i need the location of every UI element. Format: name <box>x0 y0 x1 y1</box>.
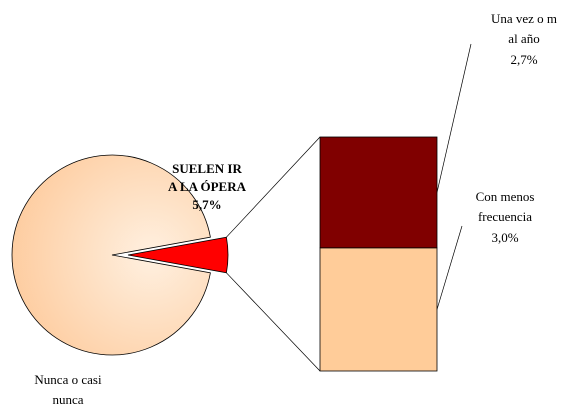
value-label: 5,7% <box>192 197 221 212</box>
category-label: A LA ÓPERA <box>168 179 247 194</box>
pie-slice <box>11 154 211 356</box>
category-label: Nunca o casi <box>34 372 102 387</box>
pie-slice <box>127 236 229 274</box>
category-label: frecuencia <box>478 209 532 224</box>
category-label: nunca <box>52 392 83 407</box>
category-label: SUELEN IR <box>172 161 242 176</box>
value-label: 2,7% <box>510 52 537 67</box>
bar-segment <box>319 247 438 372</box>
leader-line <box>436 225 463 310</box>
category-label: Con menos <box>476 189 535 204</box>
connector <box>226 136 321 238</box>
category-label: al año <box>508 31 539 46</box>
leader-line <box>436 43 472 193</box>
connector <box>226 272 321 372</box>
value-label: 3,0% <box>491 230 518 245</box>
bar-segment <box>319 136 438 249</box>
category-label: Una vez o m <box>491 11 557 26</box>
